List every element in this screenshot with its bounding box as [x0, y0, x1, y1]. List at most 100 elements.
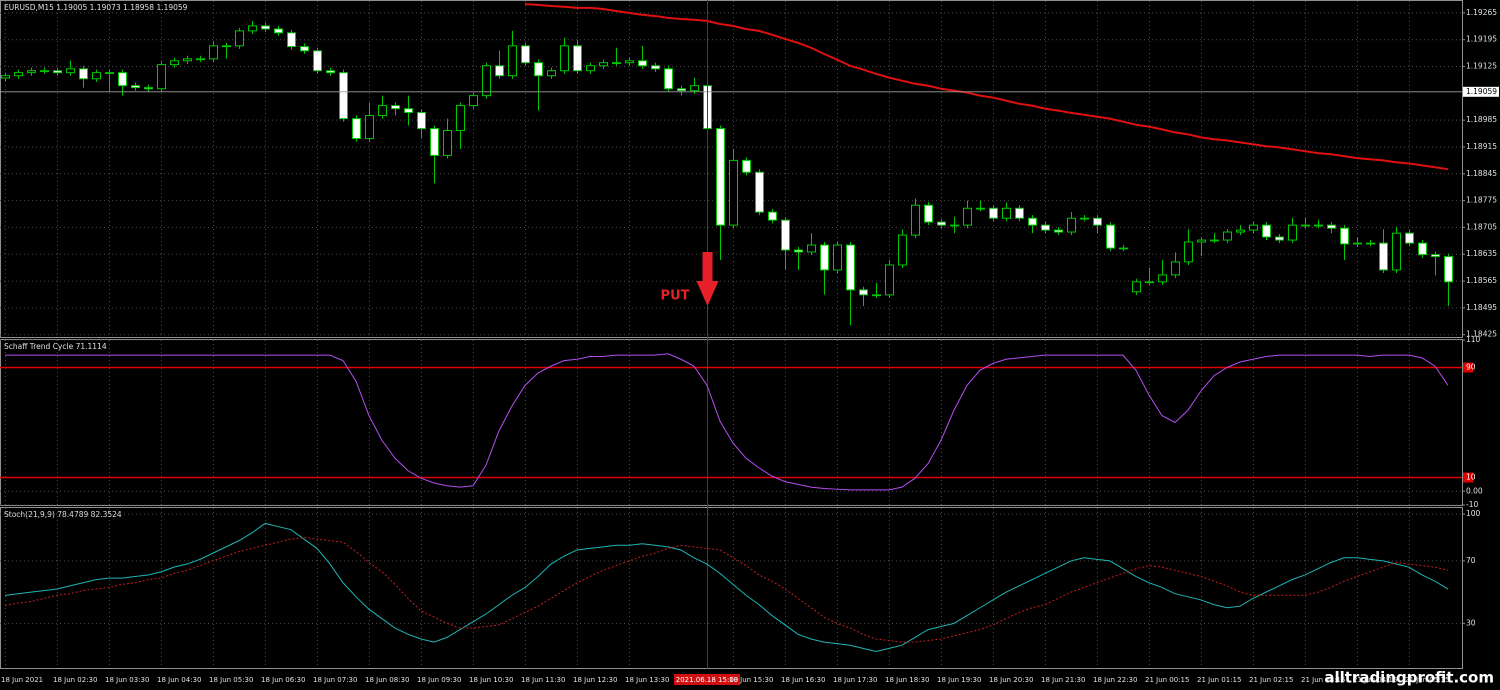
- candle-body: [1249, 224, 1258, 231]
- candle-body: [1431, 254, 1440, 258]
- candle-body: [989, 207, 998, 219]
- y-tick-label: 1.18775: [1466, 196, 1497, 205]
- level-label: 90: [1466, 363, 1476, 372]
- candle-body: [1171, 261, 1180, 276]
- candle-body: [1379, 242, 1388, 271]
- candle-body: [937, 221, 946, 226]
- candle-body: [287, 32, 296, 48]
- stc-panel-frame: [0, 339, 1463, 506]
- y-tick-label: 0.00: [1466, 486, 1483, 495]
- candle-body: [53, 70, 62, 74]
- y-tick-label: 1.19195: [1466, 35, 1497, 44]
- candle-body: [534, 62, 543, 77]
- x-tick-label: 18 Jun 11:30: [521, 676, 565, 684]
- candle-body: [807, 244, 816, 253]
- candle-body: [27, 70, 36, 74]
- candle-body: [508, 45, 517, 77]
- candle-body: [131, 85, 140, 89]
- y-tick-label: 1.18915: [1466, 142, 1497, 151]
- candle-body: [911, 204, 920, 236]
- candle-body: [365, 115, 374, 140]
- cursor-time-box: [674, 674, 740, 685]
- level-box: [1463, 362, 1473, 373]
- candle-body: [859, 289, 868, 296]
- candle-body: [820, 244, 829, 271]
- put-arrow: [696, 252, 719, 306]
- x-tick-label: 18 Jun 15:30: [729, 676, 773, 684]
- candle-body: [1106, 224, 1115, 249]
- x-tick-label: 21 Jun 01:15: [1197, 676, 1241, 684]
- candle-body: [1132, 281, 1141, 293]
- candle-body: [1262, 224, 1271, 238]
- x-tick-label: 21 Jun 04:15: [1353, 676, 1397, 684]
- candle-body: [755, 171, 764, 213]
- candle-body: [1223, 231, 1232, 241]
- candle-body: [144, 87, 153, 90]
- x-tick-label: 18 Jun 2021: [1, 676, 43, 684]
- level-box: [1463, 472, 1473, 483]
- candle-body: [1184, 241, 1193, 263]
- candle-body: [66, 68, 75, 74]
- x-tick-label: 18 Jun 13:30: [625, 676, 669, 684]
- candle-body: [781, 219, 790, 251]
- candle-body: [976, 207, 985, 210]
- candle-body: [482, 65, 491, 97]
- y-tick-label: 1.18985: [1466, 115, 1497, 124]
- x-tick-label: 18 Jun 18:30: [885, 676, 929, 684]
- candle-body: [209, 45, 218, 60]
- x-tick-label: 18 Jun 04:30: [157, 676, 201, 684]
- candle-body: [404, 108, 413, 113]
- candle-body: [196, 58, 205, 61]
- candle-body: [521, 45, 530, 64]
- x-tick-label: 18 Jun 09:30: [417, 676, 461, 684]
- panel-title: Schaff Trend Cycle 71.1114: [4, 342, 107, 351]
- candle-body: [14, 72, 23, 77]
- candle-body: [1340, 227, 1349, 245]
- candle-body: [1, 75, 10, 79]
- candle-body: [79, 68, 88, 80]
- candle-body: [326, 70, 335, 74]
- candle-body: [1236, 229, 1245, 233]
- candle-body: [495, 65, 504, 77]
- candle-body: [391, 105, 400, 110]
- x-tick-label: 21 Jun 03:15: [1301, 676, 1345, 684]
- candle-body: [898, 234, 907, 266]
- y-tick-label: 30: [1466, 618, 1476, 627]
- candle-body: [170, 60, 179, 66]
- candle-body: [885, 264, 894, 296]
- x-tick-label: 2021.06.18 15:00: [676, 676, 738, 684]
- candle-body: [1210, 239, 1219, 242]
- candle-body: [248, 25, 257, 32]
- y-tick-label: -10: [1466, 500, 1478, 509]
- candle-body: [742, 159, 751, 173]
- candle-body: [300, 46, 309, 52]
- stoch-panel-frame: [0, 507, 1463, 669]
- y-tick-label: 1.19265: [1466, 8, 1497, 17]
- y-tick-label: 1.18845: [1466, 169, 1497, 178]
- candle-body: [40, 70, 49, 73]
- candle-body: [313, 50, 322, 72]
- candle-body: [352, 118, 361, 140]
- candle-body: [1392, 232, 1401, 271]
- x-tick-label: 18 Jun 07:30: [313, 676, 357, 684]
- x-tick-label: 21 Jun 02:15: [1249, 676, 1293, 684]
- candle-body: [1301, 224, 1310, 227]
- candle-body: [638, 60, 647, 67]
- candle-body: [456, 105, 465, 131]
- candle-body: [339, 72, 348, 120]
- candle-body: [1080, 217, 1089, 220]
- candle-body: [222, 45, 231, 48]
- candle-body: [1353, 242, 1362, 245]
- candle-body: [768, 211, 777, 221]
- candle-body: [1197, 239, 1206, 243]
- candle-body: [560, 45, 569, 72]
- candle-body: [599, 62, 608, 67]
- y-tick-label: 100: [1466, 509, 1481, 518]
- series-line: [4, 522, 1449, 652]
- candle-body: [1314, 224, 1323, 227]
- x-tick-label: 18 Jun 08:30: [365, 676, 409, 684]
